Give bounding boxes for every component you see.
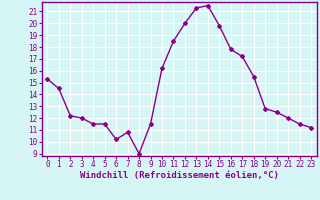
X-axis label: Windchill (Refroidissement éolien,°C): Windchill (Refroidissement éolien,°C) (80, 171, 279, 180)
